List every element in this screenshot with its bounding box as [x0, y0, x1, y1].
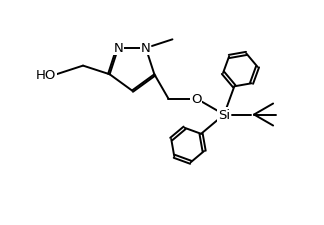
- Text: Si: Si: [218, 108, 230, 122]
- Text: N: N: [113, 42, 123, 55]
- Text: HO: HO: [36, 68, 56, 81]
- Text: O: O: [191, 93, 202, 106]
- Text: N: N: [141, 42, 151, 55]
